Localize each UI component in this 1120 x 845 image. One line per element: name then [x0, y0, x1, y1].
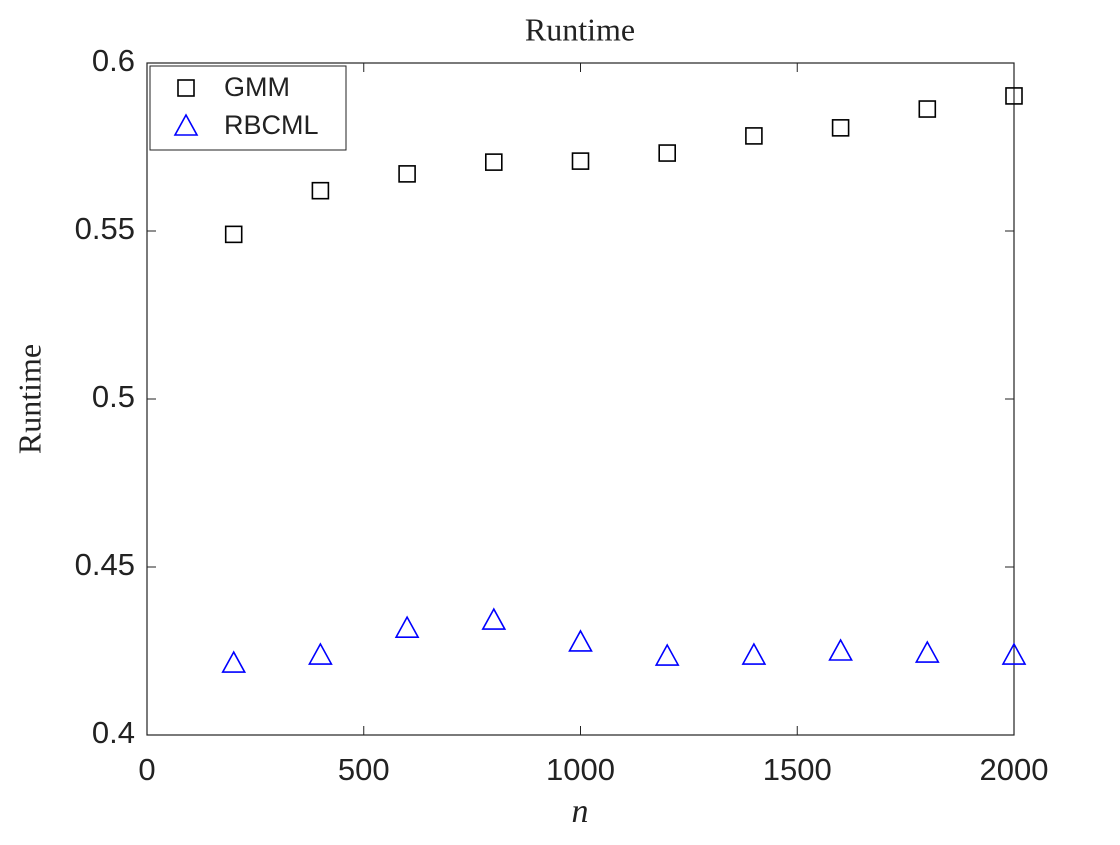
marker-square: [398, 165, 416, 183]
marker-square: [658, 144, 677, 162]
marker-triangle: [173, 113, 199, 136]
legend-label: RBCML: [224, 110, 319, 140]
y-tick-label: 0.5: [92, 379, 135, 414]
x-tick-label: 1000: [546, 752, 615, 787]
x-tick-label: 500: [338, 752, 390, 787]
y-axis-label: Runtime: [11, 344, 47, 454]
chart-title: Runtime: [525, 11, 635, 47]
y-tick-label: 0.45: [75, 547, 135, 582]
marker-square: [745, 127, 763, 145]
marker-triangle: [308, 642, 333, 665]
marker-square: [571, 152, 590, 170]
marker-square: [918, 100, 937, 118]
x-tick-label: 2000: [980, 752, 1049, 787]
marker-triangle: [654, 643, 680, 666]
marker-triangle: [568, 629, 593, 652]
y-tick-label: 0.4: [92, 715, 135, 750]
marker-square: [831, 119, 850, 137]
marker-square: [224, 225, 243, 244]
x-tick-label: 1500: [763, 752, 832, 787]
marker-square: [484, 153, 503, 171]
y-tick-label: 0.6: [92, 43, 135, 78]
y-tick-label: 0.55: [75, 211, 135, 246]
marker-triangle: [221, 650, 247, 673]
marker-triangle: [914, 640, 940, 663]
marker-square: [1005, 87, 1023, 105]
marker-square: [177, 79, 195, 97]
legend-label: GMM: [224, 72, 290, 102]
marker-triangle: [741, 642, 767, 665]
marker-triangle: [828, 638, 853, 661]
marker-square: [311, 181, 330, 200]
marker-triangle: [481, 607, 507, 630]
x-tick-label: 0: [138, 752, 155, 787]
marker-triangle: [1001, 642, 1027, 665]
x-axis-label: n: [572, 793, 589, 830]
marker-triangle: [394, 615, 420, 638]
